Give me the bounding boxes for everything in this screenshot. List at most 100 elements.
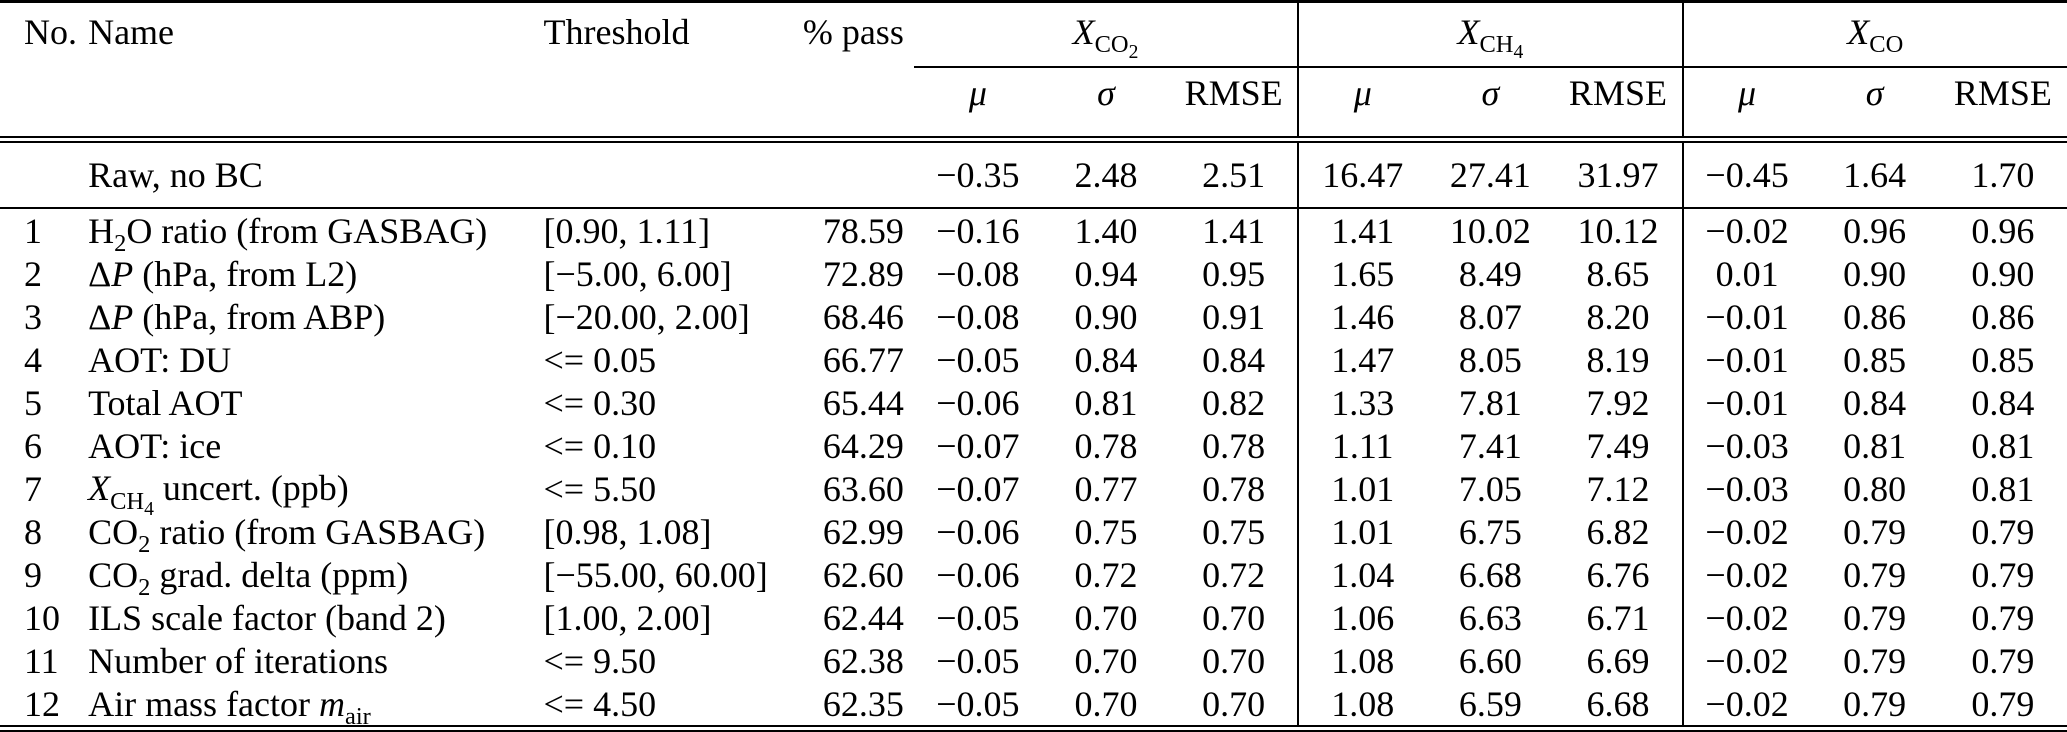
xco2-sigma: 1.40 bbox=[1074, 210, 1138, 251]
xco2-mu: −0.05 bbox=[936, 640, 1020, 681]
xco-sigma: 0.90 bbox=[1843, 253, 1907, 294]
filter-threshold: <= 0.10 bbox=[543, 425, 657, 466]
row-number: 1 bbox=[24, 210, 42, 251]
xco-sigma: 0.84 bbox=[1843, 382, 1907, 423]
percent-pass-cell bbox=[793, 139, 914, 209]
xco-mu: −0.02 bbox=[1681, 208, 1811, 252]
row-number: 6 bbox=[24, 425, 42, 466]
xch4-mu: 1.01 bbox=[1297, 467, 1427, 510]
filter-threshold: [1.00, 2.00] bbox=[543, 597, 712, 638]
xco2-sigma: 0.70 bbox=[1074, 683, 1138, 724]
xch4-sigma: 6.63 bbox=[1458, 597, 1522, 638]
percent-pass-cell: 78.59 bbox=[822, 210, 904, 251]
xch4-sigma: 7.41 bbox=[1458, 425, 1522, 466]
xch4-rmse: 6.68 bbox=[1586, 683, 1650, 724]
percent-pass-cell: 72.89 bbox=[822, 253, 904, 294]
xco-mu: −0.02 bbox=[1681, 553, 1811, 596]
xco-rmse: 0.79 bbox=[1971, 640, 2035, 681]
xco-mu: −0.02 bbox=[1681, 682, 1811, 729]
xco2-sigma: 0.84 bbox=[1074, 339, 1138, 380]
xch4-mu: 1.06 bbox=[1297, 596, 1427, 639]
filter-name: XCH4 uncert. (ppb) bbox=[88, 468, 349, 520]
xco-sigma: 0.79 bbox=[1843, 554, 1907, 595]
xco-rmse: 0.86 bbox=[1971, 296, 2035, 337]
xch4-rmse: 8.65 bbox=[1586, 253, 1650, 294]
xco-sigma: 0.86 bbox=[1843, 296, 1907, 337]
group-header-xco: XCO bbox=[1681, 1, 2067, 68]
column-header-xco-rmse: RMSE bbox=[1938, 67, 2067, 143]
column-header-xco2-rmse: RMSE bbox=[1170, 67, 1299, 143]
percent-pass-cell: 68.46 bbox=[822, 296, 904, 337]
xch4-mu: 1.04 bbox=[1297, 553, 1427, 596]
xco-rmse: 0.90 bbox=[1971, 253, 2035, 294]
header-spacer bbox=[793, 67, 914, 143]
table-header: No. Name Threshold % pass XCO2 XCH4 XCO … bbox=[0, 1, 2067, 143]
filter-threshold: [0.90, 1.11] bbox=[543, 210, 711, 251]
percent-pass-cell: 64.29 bbox=[822, 425, 904, 466]
xco-mu: 0.01 bbox=[1681, 252, 1811, 295]
xco-mu: −0.45 bbox=[1681, 139, 1811, 209]
xco-rmse: 0.96 bbox=[1971, 210, 2035, 251]
xch4-sigma: 8.07 bbox=[1458, 296, 1522, 337]
row-number: 11 bbox=[24, 640, 59, 681]
xch4-rmse: 7.12 bbox=[1586, 468, 1650, 509]
xco-rmse: 0.84 bbox=[1971, 382, 2035, 423]
xch4-sigma: 6.75 bbox=[1458, 511, 1522, 552]
column-header-xch4-rmse: RMSE bbox=[1554, 67, 1683, 143]
row-number: 8 bbox=[24, 511, 42, 552]
group-header-xco2: XCO2 bbox=[913, 1, 1299, 68]
xco-mu: −0.01 bbox=[1681, 381, 1811, 424]
xco-sigma: 0.81 bbox=[1843, 425, 1907, 466]
xco2-rmse: 0.95 bbox=[1202, 253, 1266, 294]
xco2-mu: −0.08 bbox=[936, 296, 1020, 337]
xch4-mu: 1.08 bbox=[1297, 682, 1427, 729]
filter-threshold: [−5.00, 6.00] bbox=[543, 253, 732, 294]
column-header-threshold: Threshold bbox=[543, 12, 690, 52]
raw-section: Raw, no BC −0.35 2.48 2.51 16.47 27.41 3… bbox=[0, 139, 2067, 209]
header-row-titles: No. Name Threshold % pass XCO2 XCH4 XCO bbox=[0, 1, 2067, 68]
xch4-rmse: 6.82 bbox=[1586, 511, 1650, 552]
xco2-mu: −0.05 bbox=[936, 597, 1020, 638]
threshold-cell bbox=[543, 139, 794, 209]
xco2-sigma: 0.90 bbox=[1074, 296, 1138, 337]
filter-rows-section: 1 H2O ratio (from GASBAG) [0.90, 1.11] 7… bbox=[0, 208, 2067, 729]
xco2-mu: −0.06 bbox=[936, 382, 1020, 423]
header-spacer bbox=[0, 67, 89, 143]
xco-sigma: 0.80 bbox=[1843, 468, 1907, 509]
xch4-rmse: 10.12 bbox=[1577, 210, 1659, 251]
xco2-rmse: 0.82 bbox=[1202, 382, 1266, 423]
xco2-sigma: 0.78 bbox=[1074, 425, 1138, 466]
percent-pass-cell: 62.35 bbox=[822, 683, 904, 724]
xco2-rmse: 0.70 bbox=[1202, 640, 1266, 681]
row-number: 4 bbox=[24, 339, 42, 380]
column-header-no: No. bbox=[24, 12, 77, 52]
xco-rmse: 0.79 bbox=[1971, 683, 2035, 724]
table-row: 7 XCH4 uncert. (ppb) <= 5.50 63.60 −0.07… bbox=[0, 467, 2067, 520]
xch4-rmse: 6.76 bbox=[1586, 554, 1650, 595]
filter-name: AOT: ice bbox=[88, 425, 222, 466]
column-header-pass: % pass bbox=[802, 12, 904, 52]
xco-mu: −0.02 bbox=[1681, 596, 1811, 639]
filter-name: ΔP (hPa, from ABP) bbox=[88, 296, 386, 337]
xco-sigma: 0.79 bbox=[1843, 683, 1907, 724]
xco-sigma: 0.85 bbox=[1843, 339, 1907, 380]
xco2-sigma: 0.72 bbox=[1074, 554, 1138, 595]
table-row: 12 Air mass factor mair <= 4.50 62.35 −0… bbox=[0, 682, 2067, 729]
xco2-mu: −0.05 bbox=[936, 339, 1020, 380]
column-header-name: Name bbox=[88, 12, 175, 52]
xco2-sigma: 0.75 bbox=[1074, 511, 1138, 552]
table-row: 4 AOT: DU <= 0.05 66.77 −0.05 0.84 0.84 … bbox=[0, 338, 2067, 381]
xco-rmse: 0.85 bbox=[1971, 339, 2035, 380]
xch4-sigma: 7.05 bbox=[1458, 468, 1522, 509]
filter-threshold: [−55.00, 60.00] bbox=[543, 554, 768, 595]
table-row: 10 ILS scale factor (band 2) [1.00, 2.00… bbox=[0, 596, 2067, 639]
filter-name: CO2 ratio (from GASBAG) bbox=[88, 511, 486, 558]
xco2-sigma: 0.77 bbox=[1074, 468, 1138, 509]
xco-rmse: 0.79 bbox=[1971, 511, 2035, 552]
xch4-rmse: 8.20 bbox=[1586, 296, 1650, 337]
xch4-sigma: 10.02 bbox=[1449, 210, 1531, 251]
percent-pass-cell: 63.60 bbox=[822, 468, 904, 509]
row-number: 2 bbox=[24, 253, 42, 294]
filter-name: CO2 grad. delta (ppm) bbox=[88, 554, 409, 601]
table-row: 11 Number of iterations <= 9.50 62.38 −0… bbox=[0, 639, 2067, 682]
